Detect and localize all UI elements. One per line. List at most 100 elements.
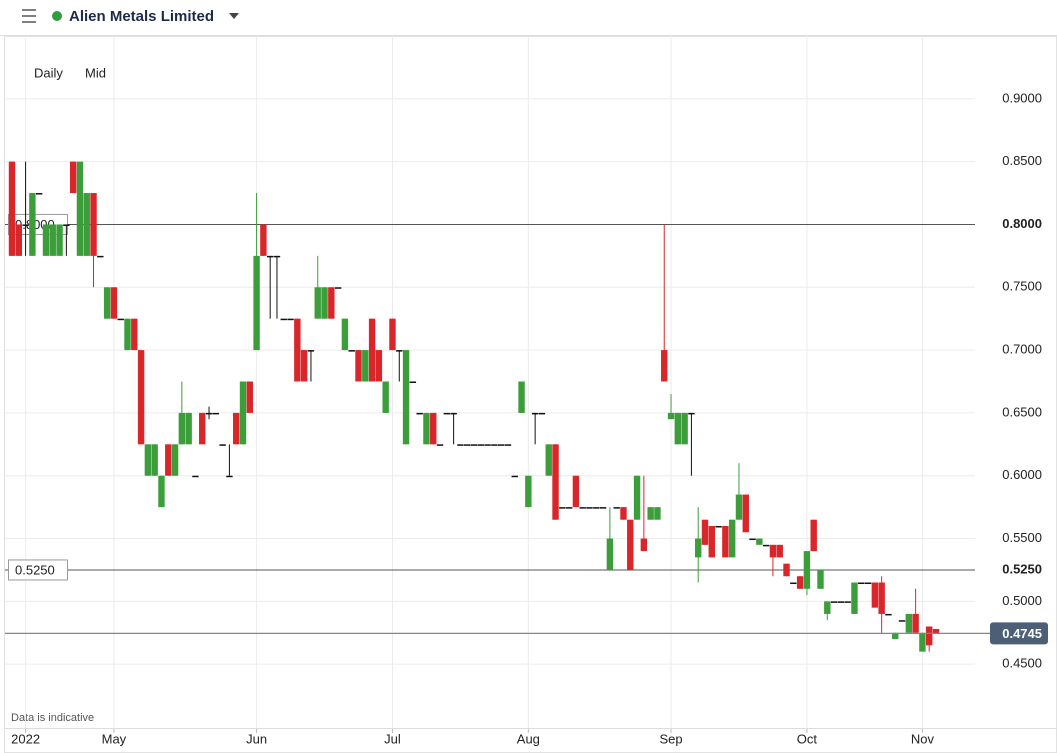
candle-body (565, 507, 573, 509)
y-tick-label: 0.9000 (1002, 90, 1042, 105)
candle-body (443, 412, 451, 415)
candle-body (144, 444, 152, 476)
interval[interactable]: Daily (34, 65, 63, 80)
candle-body (348, 350, 355, 352)
candle-body (511, 475, 518, 478)
candle-body (932, 629, 940, 635)
x-tick-label: Nov (911, 731, 935, 746)
candle-body (368, 318, 376, 382)
candle-body (389, 318, 396, 351)
candle-body (898, 620, 906, 622)
candle-body (762, 544, 770, 547)
candle-body (137, 350, 145, 445)
y-tick-label: 0.5500 (1002, 530, 1042, 545)
candle-body (83, 193, 90, 256)
instrument-title[interactable]: Alien Metals Limited (69, 8, 214, 25)
candle-body (402, 350, 410, 445)
x-tick-label: May (102, 731, 127, 746)
candle-body (477, 444, 484, 446)
candle-body (280, 318, 287, 321)
candle-body (559, 507, 566, 509)
x-tick-label: 2022 (11, 731, 40, 746)
candle-body (504, 444, 512, 446)
candle-body (681, 412, 688, 445)
candle-body (878, 582, 885, 614)
price-type[interactable]: Mid (85, 65, 106, 80)
candle-body (830, 601, 838, 603)
candle-body (620, 507, 627, 520)
candle-body (171, 444, 179, 476)
candle-body (199, 412, 206, 445)
y-tick-label: 0.7000 (1002, 342, 1042, 357)
candle-body (69, 161, 77, 194)
candle-body (572, 475, 580, 508)
candle-body (29, 193, 36, 256)
candle-body (783, 563, 790, 577)
x-tick-label: Sep (659, 731, 682, 746)
candle-body (124, 318, 131, 351)
candle-body (294, 318, 301, 382)
candle-body (885, 613, 892, 616)
footnote: Data is indicative (11, 712, 94, 724)
candle-body (803, 551, 811, 589)
candle-body (912, 613, 919, 633)
candle-body (525, 475, 532, 508)
candle-body (749, 538, 756, 541)
candle-body (817, 569, 824, 589)
candle-body (314, 287, 321, 319)
candle-body (708, 525, 715, 558)
candle-body (484, 444, 491, 446)
candle-body (735, 494, 743, 520)
candle-body (579, 507, 586, 509)
candle-body (396, 350, 403, 352)
candle-body (790, 582, 797, 585)
candle-body (205, 412, 213, 415)
y-tick-label: 0.7500 (1002, 279, 1042, 294)
candle-body (824, 601, 831, 614)
candle-body (266, 255, 274, 258)
candle-body (661, 350, 668, 382)
candle-body (165, 444, 172, 476)
x-tick-label: Jun (246, 731, 267, 746)
candle-body (423, 412, 430, 445)
candle-body (858, 582, 865, 585)
candle-body (701, 519, 709, 545)
candle-body (22, 224, 29, 226)
candle-body (131, 318, 138, 351)
candle-body (864, 582, 872, 585)
candle-body (892, 632, 899, 640)
dropdown-arrow[interactable] (229, 13, 239, 19)
candle-body (531, 412, 539, 415)
candle-body (328, 287, 335, 319)
candle-body (226, 475, 233, 478)
candle-body (192, 475, 199, 478)
candle-body (375, 350, 383, 382)
candle-body (728, 519, 736, 558)
candle-body (219, 444, 226, 446)
candle-body (362, 350, 369, 382)
hline-axis-label: 0.8000 (1002, 216, 1042, 231)
candle-body (627, 519, 634, 570)
hline-axis-box (990, 560, 1048, 579)
candle-body (552, 444, 559, 520)
candle-body (497, 444, 505, 446)
y-tick-label: 0.5000 (1002, 593, 1042, 608)
candle-body (851, 582, 858, 614)
candle-body (674, 412, 682, 445)
y-tick-label: 0.6000 (1002, 467, 1042, 482)
menu-icon[interactable] (22, 9, 36, 23)
candle-body (470, 444, 478, 446)
candle-body (110, 287, 118, 319)
candle-body (300, 350, 308, 382)
candle-body (837, 601, 845, 603)
candle-body (810, 519, 817, 552)
last-price-label: 0.4745 (1002, 626, 1042, 641)
candle-body (518, 381, 525, 413)
candle-body (416, 412, 423, 415)
candle-body (742, 494, 749, 533)
y-tick-label: 0.8500 (1002, 153, 1042, 168)
candle-body (545, 444, 552, 476)
candle-body (178, 412, 186, 445)
candle-body (76, 161, 84, 256)
